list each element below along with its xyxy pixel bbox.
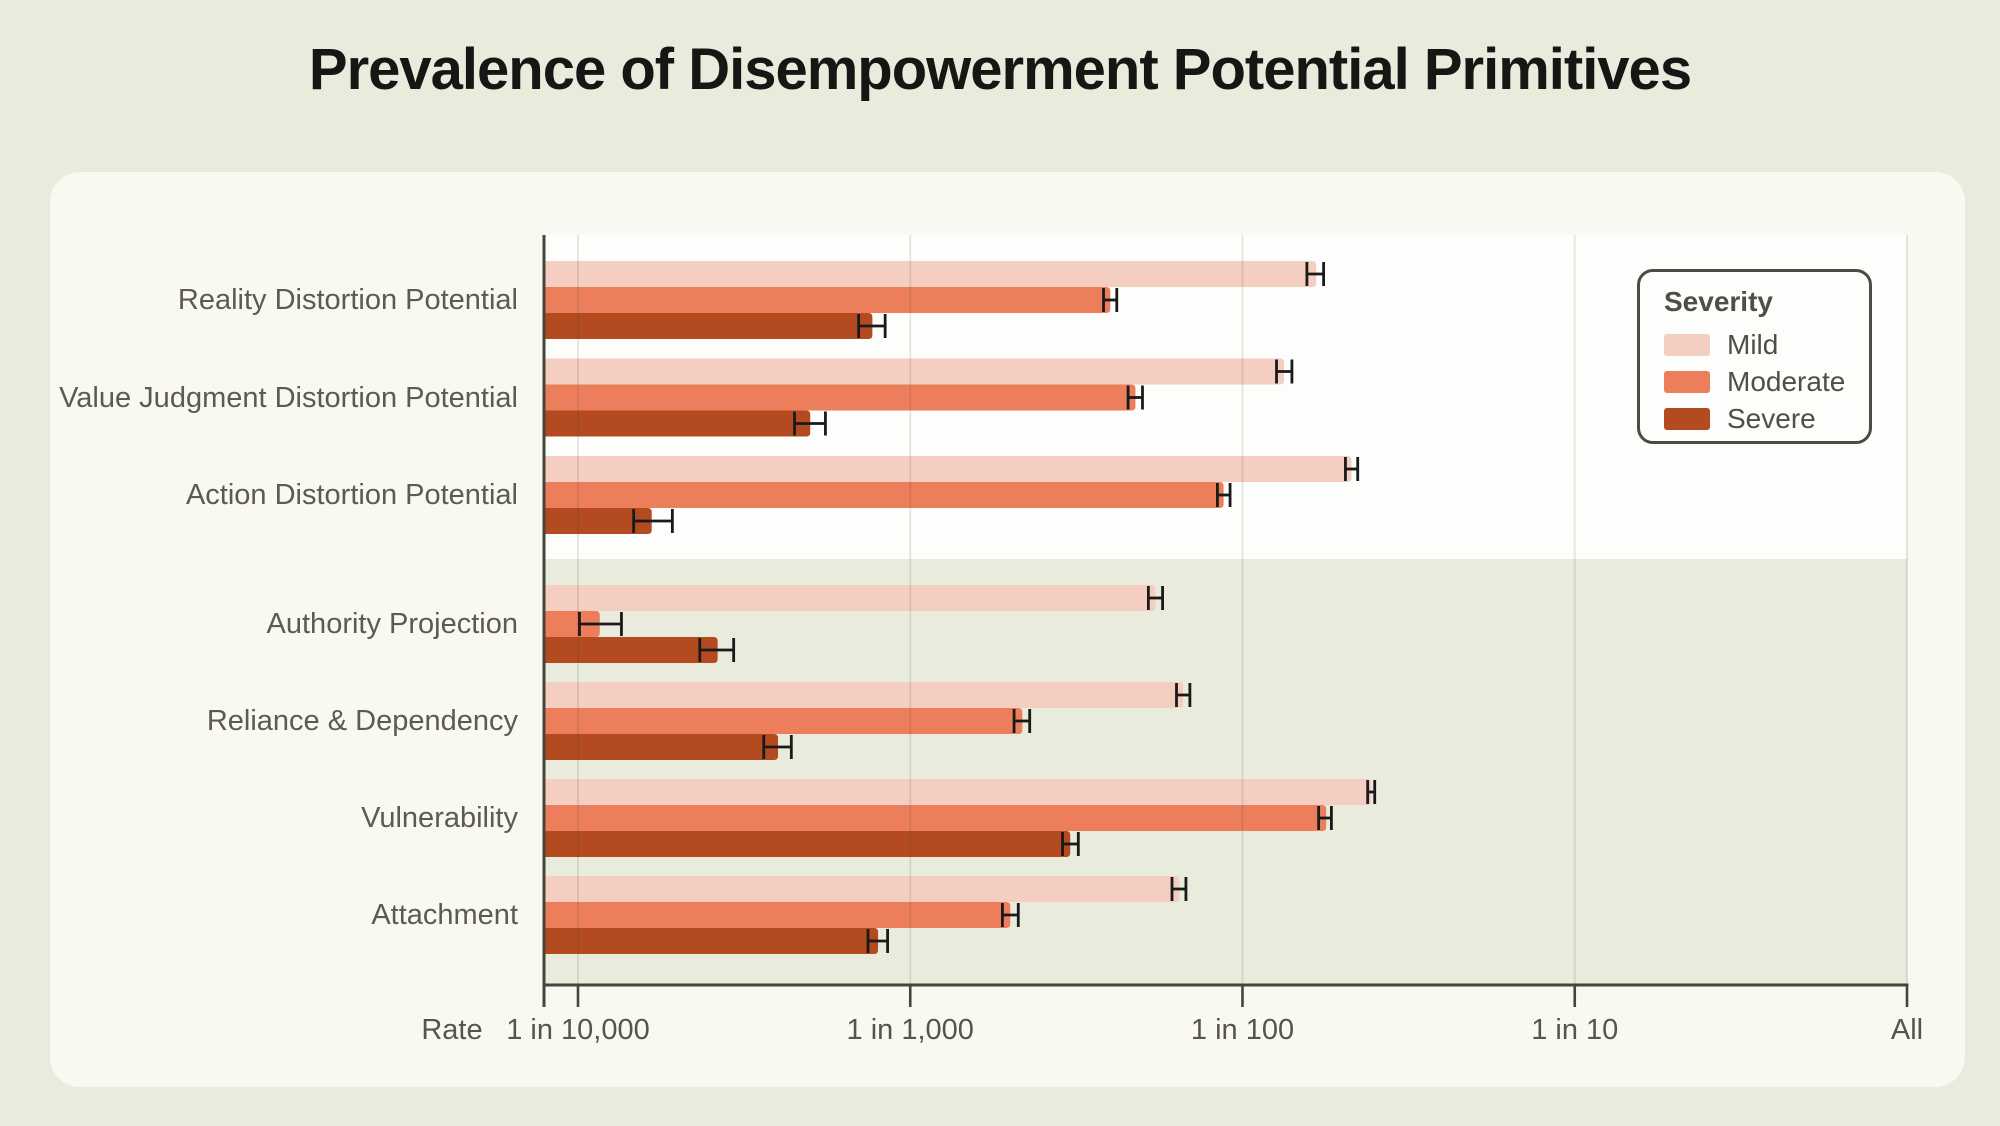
bar-severe [545,313,873,339]
bar-moderate [545,902,1011,928]
legend-label: Severe [1727,402,1816,434]
category-label: Authority Projection [266,608,518,640]
category-label: Value Judgment Distortion Potential [59,381,518,414]
bar-severe [545,928,879,954]
category-label: Reality Distortion Potential [177,284,518,316]
bar-severe [545,637,718,663]
legend-item-moderate: Moderate [1664,363,1869,400]
bar-mild [545,456,1352,482]
category-label: Action Distortion Potential [185,479,518,511]
bar-severe [545,410,811,437]
bar-moderate [545,611,600,637]
x-tick-label: All [1890,1014,1924,1046]
bar-moderate [545,805,1327,831]
bar-mild [545,585,1156,611]
legend-label: Mild [1727,328,1779,360]
bar-moderate [545,708,1023,734]
x-tick-label: 1 in 1,000 [846,1014,974,1046]
legend-title: Severity [1664,286,1773,317]
x-axis-rate-label: Rate [421,1014,483,1046]
severity-legend: Severity Mild Moderate Severe [1637,269,1872,444]
bar-severe [545,734,779,760]
legend-swatch-mild [1664,333,1710,356]
bar-severe [545,508,652,534]
bar-moderate [545,482,1224,508]
legend-swatch-severe [1664,407,1710,430]
page-title: Prevalence of Disempowerment Potential P… [308,37,1692,102]
legend-swatch-moderate [1664,370,1710,393]
bar-mild [545,358,1285,385]
legend-item-mild: Mild [1664,326,1869,363]
legend-label: Moderate [1727,365,1846,397]
bar-mild [545,779,1372,805]
category-label: Vulnerability [361,802,518,834]
bar-mild [545,682,1184,708]
x-tick-label: 1 in 10 [1531,1014,1619,1046]
legend-rows: Mild Moderate Severe [1664,326,1869,437]
legend-item-severe: Severe [1664,400,1869,437]
bar-mild [545,876,1180,902]
category-label: Attachment [371,899,518,931]
bar-severe [545,831,1071,857]
bar-moderate [545,287,1111,313]
x-tick-label: 1 in 100 [1190,1014,1295,1046]
bar-mild [545,261,1317,287]
bar-moderate [545,384,1136,411]
category-label: Reliance & Dependency [206,705,518,737]
x-tick-label: 1 in 10,000 [506,1014,650,1046]
